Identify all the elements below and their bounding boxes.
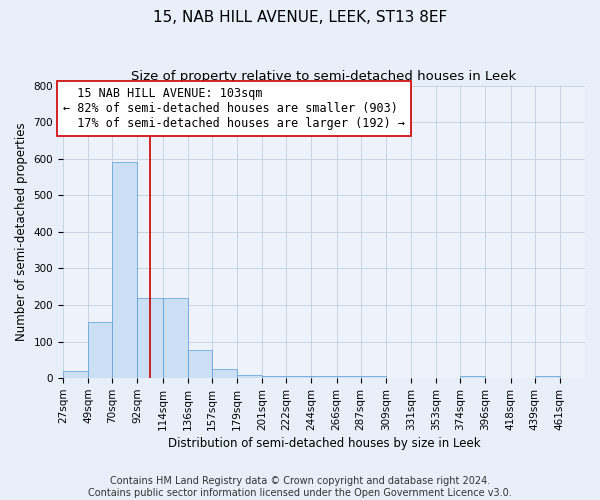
- Y-axis label: Number of semi-detached properties: Number of semi-detached properties: [15, 122, 28, 341]
- Bar: [337, 376, 361, 378]
- Bar: [112, 162, 137, 378]
- Bar: [163, 298, 188, 378]
- Text: Contains HM Land Registry data © Crown copyright and database right 2024.
Contai: Contains HM Land Registry data © Crown c…: [88, 476, 512, 498]
- Bar: [535, 376, 560, 378]
- Bar: [460, 376, 485, 378]
- Bar: [88, 322, 112, 378]
- Bar: [137, 298, 163, 378]
- Bar: [361, 376, 386, 378]
- Text: 15 NAB HILL AVENUE: 103sqm
← 82% of semi-detached houses are smaller (903)
  17%: 15 NAB HILL AVENUE: 103sqm ← 82% of semi…: [63, 88, 405, 130]
- Text: 15, NAB HILL AVENUE, LEEK, ST13 8EF: 15, NAB HILL AVENUE, LEEK, ST13 8EF: [153, 10, 447, 25]
- Bar: [311, 376, 337, 378]
- Bar: [286, 376, 311, 378]
- X-axis label: Distribution of semi-detached houses by size in Leek: Distribution of semi-detached houses by …: [167, 437, 480, 450]
- Bar: [237, 374, 262, 378]
- Title: Size of property relative to semi-detached houses in Leek: Size of property relative to semi-detach…: [131, 70, 517, 83]
- Bar: [188, 350, 212, 378]
- Bar: [262, 376, 286, 378]
- Bar: [212, 369, 237, 378]
- Bar: [63, 371, 88, 378]
